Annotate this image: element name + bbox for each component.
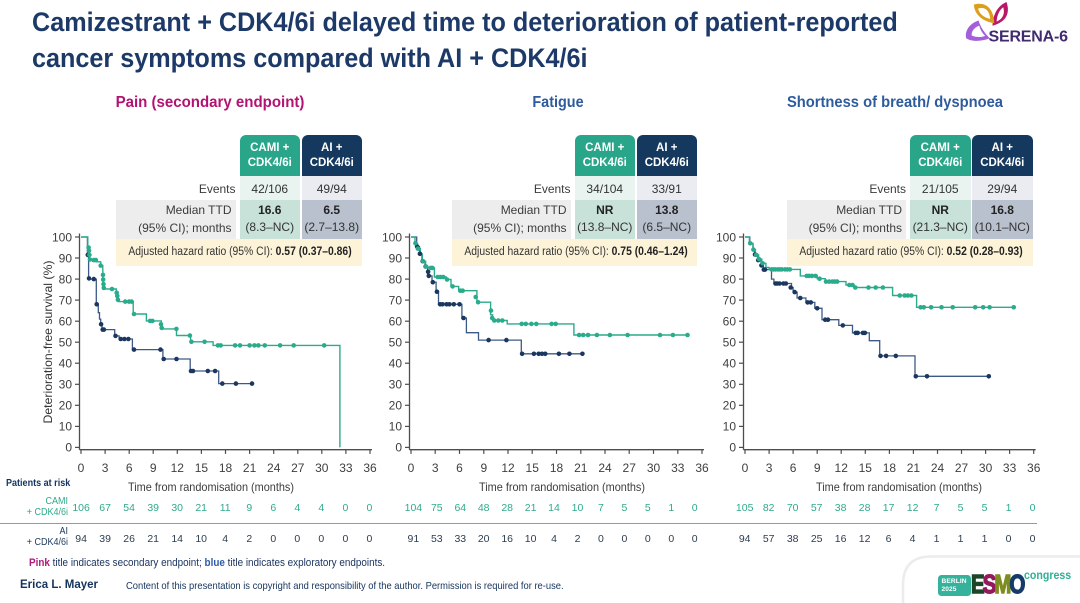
svg-text:15: 15 [859,461,873,475]
svg-text:12: 12 [171,461,185,475]
svg-text:12: 12 [501,461,515,475]
svg-text:18: 18 [550,461,564,475]
svg-text:24: 24 [267,461,281,475]
svg-text:Time from randomisation (month: Time from randomisation (months) [816,480,982,494]
svg-text:Time from randomisation (month: Time from randomisation (months) [479,480,645,494]
svg-text:27: 27 [623,461,637,475]
svg-text:70: 70 [723,293,737,307]
svg-text:80: 80 [723,272,737,286]
svg-text:60: 60 [59,315,73,329]
svg-text:0: 0 [78,461,85,475]
svg-text:0: 0 [65,441,72,455]
svg-text:20: 20 [723,399,737,413]
svg-text:30: 30 [723,378,737,392]
svg-text:24: 24 [598,461,612,475]
svg-text:36: 36 [1027,461,1041,475]
svg-text:20: 20 [59,399,73,413]
svg-text:90: 90 [723,251,737,265]
svg-text:50: 50 [723,336,737,350]
svg-text:50: 50 [389,336,403,350]
svg-text:30: 30 [59,378,73,392]
svg-text:36: 36 [695,461,709,475]
svg-text:10: 10 [723,420,737,434]
svg-text:SERENA-6: SERENA-6 [989,29,1069,46]
svg-text:30: 30 [979,461,993,475]
svg-text:33: 33 [671,461,685,475]
svg-text:6: 6 [126,461,133,475]
svg-text:90: 90 [59,251,73,265]
svg-text:40: 40 [389,357,403,371]
svg-text:9: 9 [814,461,821,475]
svg-text:20: 20 [389,399,403,413]
svg-text:36: 36 [363,461,377,475]
svg-text:3: 3 [766,461,773,475]
svg-text:21: 21 [243,461,257,475]
svg-text:15: 15 [195,461,209,475]
svg-text:27: 27 [291,461,305,475]
svg-text:3: 3 [102,461,109,475]
svg-text:18: 18 [219,461,233,475]
svg-text:100: 100 [52,230,72,244]
svg-text:24: 24 [931,461,945,475]
svg-text:3: 3 [432,461,439,475]
svg-text:90: 90 [389,251,403,265]
svg-text:30: 30 [315,461,329,475]
svg-text:10: 10 [389,420,403,434]
svg-text:70: 70 [389,293,403,307]
svg-text:40: 40 [723,357,737,371]
svg-text:0: 0 [729,441,736,455]
svg-text:0: 0 [395,441,402,455]
svg-text:6: 6 [790,461,797,475]
svg-text:100: 100 [382,230,402,244]
svg-text:33: 33 [1003,461,1017,475]
svg-text:21: 21 [907,461,921,475]
svg-text:18: 18 [883,461,897,475]
svg-text:60: 60 [723,315,737,329]
svg-text:15: 15 [526,461,540,475]
svg-text:30: 30 [389,378,403,392]
svg-text:9: 9 [150,461,157,475]
svg-text:70: 70 [59,293,73,307]
svg-text:0: 0 [408,461,415,475]
svg-text:21: 21 [574,461,588,475]
svg-text:9: 9 [480,461,487,475]
svg-text:30: 30 [647,461,661,475]
svg-text:80: 80 [59,272,73,286]
svg-text:10: 10 [59,420,73,434]
svg-text:100: 100 [716,230,736,244]
svg-text:80: 80 [389,272,403,286]
svg-text:40: 40 [59,357,73,371]
svg-text:33: 33 [339,461,353,475]
svg-text:Time from randomisation (month: Time from randomisation (months) [128,480,294,494]
svg-text:6: 6 [456,461,463,475]
svg-text:60: 60 [389,315,403,329]
svg-text:50: 50 [59,336,73,350]
svg-text:Deterioration-free survival (%: Deterioration-free survival (%) [41,261,55,424]
svg-text:12: 12 [835,461,849,475]
svg-text:0: 0 [742,461,749,475]
svg-text:27: 27 [955,461,969,475]
